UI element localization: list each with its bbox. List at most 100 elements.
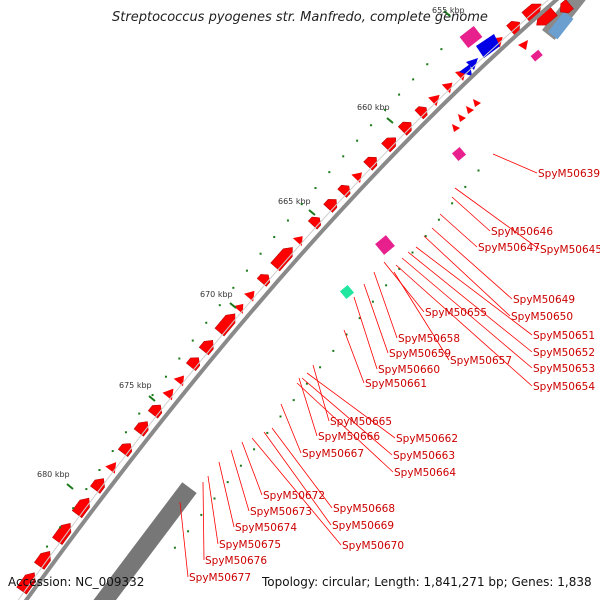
leader-line (271, 427, 333, 509)
gene-blue-feature (466, 58, 478, 70)
gene-label: SpyM50669 (332, 520, 394, 532)
gene-arrow (441, 82, 453, 94)
genome-stats: Topology: circular; Length: 1,841,271 bp… (262, 575, 592, 589)
tick-dot (191, 339, 194, 342)
gene-label: SpyM50653 (533, 363, 595, 375)
gene-label: SpyM50676 (205, 555, 267, 567)
leader-line (423, 235, 511, 317)
backbone-arc (23, 0, 560, 600)
leader-line (363, 283, 389, 354)
gene-pink-feature (451, 146, 467, 162)
leader-line (407, 251, 533, 353)
gene-label: SpyM50646 (491, 226, 553, 238)
tick-dot (205, 321, 208, 324)
gene-label: SpyM50667 (302, 448, 364, 460)
tick-dot (59, 526, 62, 529)
scale-tick (66, 483, 74, 490)
leader-line (393, 271, 450, 361)
leader-line (431, 227, 513, 300)
gene-label: SpyM50668 (333, 503, 395, 515)
gene-arrow-forward (518, 40, 528, 50)
tick-dot (232, 286, 235, 289)
gene-label: SpyM50654 (533, 381, 595, 393)
leader-line (218, 461, 235, 528)
gene-teal-feature (339, 284, 355, 300)
tick-dot (426, 63, 429, 66)
leader-line (312, 364, 330, 422)
gene-track (16, 0, 574, 595)
gene-label: SpyM50677 (189, 572, 251, 584)
scale-tick-label: 665 kbp (278, 197, 311, 206)
gene-arrow (560, 0, 574, 14)
map-title: Streptococcus pyogenes str. Manfredo, co… (112, 10, 488, 25)
leader-line (306, 372, 396, 439)
scale-tick (386, 117, 394, 124)
tick-dot (451, 202, 454, 205)
tick-dot (345, 333, 348, 336)
tick-dot (111, 450, 114, 453)
tick-dot (356, 139, 359, 142)
scale-tick (443, 10, 451, 17)
tick-dot (411, 251, 414, 254)
leader-line (179, 501, 189, 578)
tick-dot (279, 415, 282, 418)
tick-dot (332, 349, 335, 352)
gene-pink-feature (375, 235, 395, 255)
gene-arrow (244, 290, 255, 302)
tick-dot (253, 448, 256, 451)
tick-dot (164, 375, 167, 378)
gene-label: SpyM50672 (263, 490, 325, 502)
leader-line (401, 257, 533, 369)
scale-tick-label: 660 kbp (357, 103, 390, 112)
gene-arrow (536, 5, 558, 26)
leader-line (454, 187, 540, 250)
tick-dot (200, 513, 203, 516)
tick-dot (370, 124, 373, 127)
tick-dot (292, 399, 295, 402)
leader-line (230, 449, 250, 512)
gene-label: SpyM50673 (250, 506, 312, 518)
rna-block-blue (548, 11, 574, 40)
gene-label: SpyM50649 (513, 294, 575, 306)
tick-dot (226, 481, 229, 484)
label-leaders (179, 153, 540, 578)
gene-label: SpyM50674 (235, 522, 297, 534)
leader-line (492, 153, 538, 174)
accession-text: Accession: NC_009332 (8, 575, 145, 589)
gene-label: SpyM50661 (365, 378, 427, 390)
tick-dot (245, 269, 248, 272)
gene-pink-feature (530, 49, 543, 62)
gene-pink-feature (459, 25, 483, 49)
backbone (17, 0, 560, 600)
scale-tick-label: 680 kbp (37, 470, 70, 479)
tick-dot (85, 488, 88, 491)
tick-dot (151, 394, 154, 397)
tick-dot (477, 169, 480, 172)
tick-dot (440, 48, 443, 51)
gene-arrow-forward (473, 99, 481, 107)
gene-label: SpyM50645 (540, 244, 600, 256)
gene-label: SpyM50659 (389, 348, 451, 360)
tick-dot (124, 431, 127, 434)
scale-tick-label: 670 kbp (200, 290, 233, 299)
gene-label: SpyM50647 (478, 242, 540, 254)
gene-arrow (428, 94, 440, 107)
gene-arrow-forward (458, 114, 466, 122)
tick-dot (385, 284, 388, 287)
leader-line (451, 196, 491, 232)
gene-arrow (363, 156, 378, 171)
leader-line (296, 382, 394, 473)
tick-dot (328, 171, 331, 174)
gene-arrow (292, 236, 303, 247)
scale-tick (308, 209, 316, 216)
leader-line (373, 271, 398, 339)
gene-label: SpyM50660 (378, 364, 440, 376)
gene-label: SpyM50657 (450, 355, 512, 367)
gene-arrow-forward (452, 124, 460, 132)
backbone-inner-line (17, 0, 549, 600)
leader-line (207, 475, 219, 545)
scale-tick (148, 395, 156, 402)
gene-label: SpyM50639 (538, 168, 600, 180)
scale-ticks: 655 kbp 660 kbp 665 kbp 670 kbp 675 kbp 680 k… (37, 6, 480, 549)
gene-arrow (521, 3, 542, 22)
